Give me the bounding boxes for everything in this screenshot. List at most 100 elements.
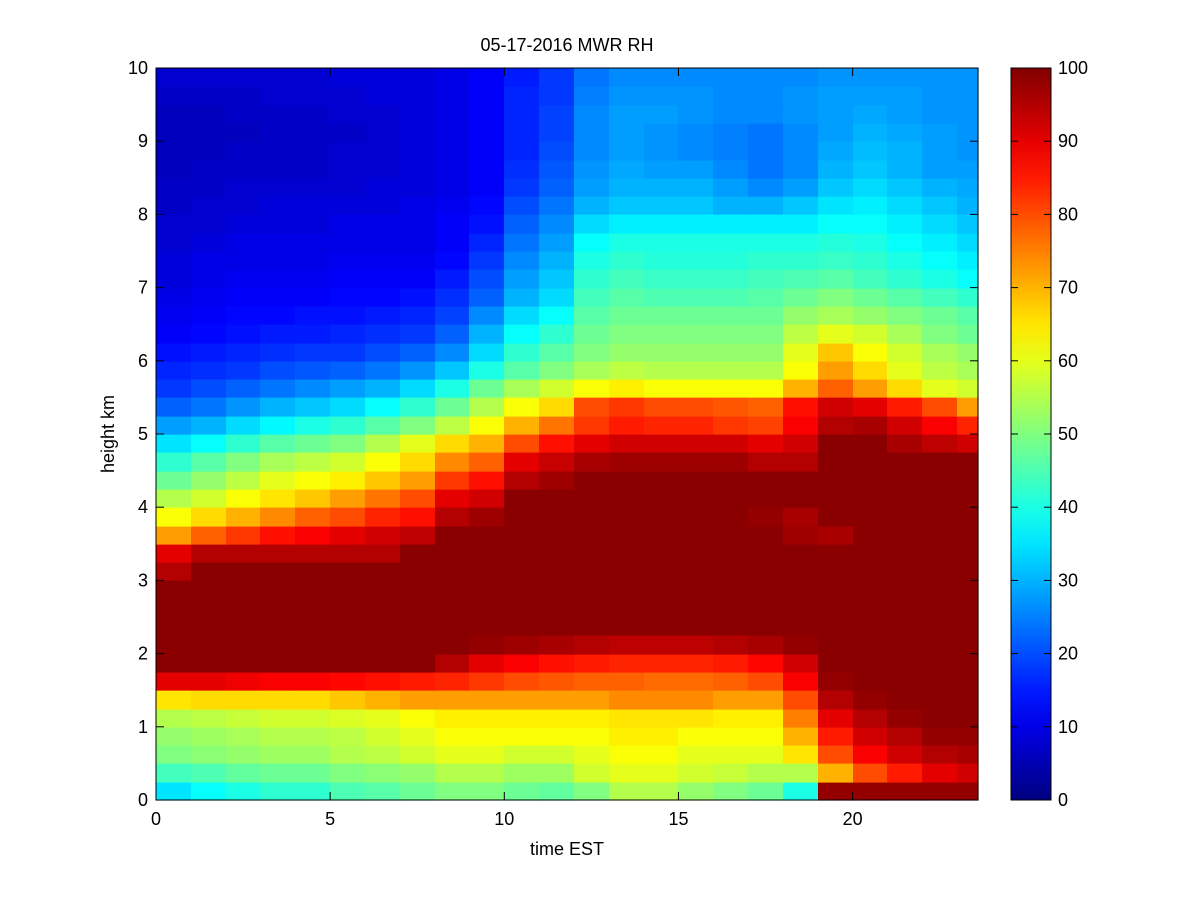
heatmap-cell — [400, 452, 436, 472]
heatmap-cell — [295, 654, 331, 673]
heatmap-cell — [574, 105, 610, 124]
heatmap-cell — [853, 452, 888, 472]
heatmap-cell — [783, 452, 819, 472]
heatmap-cell — [818, 160, 854, 179]
heatmap-cell — [853, 269, 888, 289]
heatmap-cell — [156, 635, 192, 655]
heatmap-cell — [469, 562, 505, 581]
heatmap-cell — [400, 672, 436, 691]
heatmap-cell — [295, 782, 331, 801]
heatmap-cell — [609, 709, 645, 728]
y-tick-label: 2 — [138, 644, 148, 664]
heatmap-cell — [922, 635, 958, 655]
heatmap-cell — [957, 343, 979, 362]
heatmap-cell — [365, 727, 401, 746]
heatmap-cell — [818, 233, 854, 252]
heatmap-cell — [678, 306, 714, 325]
heatmap-cell — [678, 709, 714, 728]
heatmap-cell — [678, 288, 714, 307]
heatmap-cell — [295, 141, 331, 161]
heatmap-cell — [295, 727, 331, 746]
heatmap-cell — [957, 654, 979, 673]
heatmap-cell — [644, 288, 679, 307]
heatmap-cell — [504, 397, 540, 417]
heatmap-cell — [783, 361, 819, 380]
heatmap-cell — [469, 745, 505, 764]
heatmap-cell — [504, 507, 540, 527]
heatmap-cell — [574, 745, 610, 764]
heatmap-cell — [922, 397, 958, 417]
heatmap-cell — [156, 196, 192, 215]
heatmap-cell — [574, 86, 610, 106]
heatmap-cell — [748, 141, 784, 161]
heatmap-cell — [226, 617, 261, 636]
heatmap-cell — [469, 178, 505, 197]
heatmap-cell — [853, 635, 888, 655]
heatmap-cell — [853, 288, 888, 307]
heatmap-cell — [609, 416, 645, 435]
heatmap-cell — [783, 214, 819, 234]
heatmap-cell — [435, 727, 470, 746]
heatmap-cell — [783, 507, 819, 527]
heatmap-cell — [922, 105, 958, 124]
heatmap-cell — [156, 160, 192, 179]
heatmap-cell — [609, 672, 645, 691]
heatmap-cell — [330, 690, 366, 710]
heatmap-cell — [226, 709, 261, 728]
heatmap-cell — [469, 397, 505, 417]
heatmap-cell — [191, 507, 227, 527]
heatmap-cell — [609, 233, 645, 252]
heatmap-cell — [609, 471, 645, 490]
heatmap-cell — [922, 471, 958, 490]
heatmap-cell — [957, 672, 979, 691]
heatmap-cell — [330, 214, 366, 234]
heatmap-cell — [469, 617, 505, 636]
heatmap-cell — [400, 507, 436, 527]
heatmap-cell — [435, 178, 470, 197]
heatmap-cell — [957, 397, 979, 417]
y-tick-label: 0 — [138, 790, 148, 810]
heatmap-cell — [783, 86, 819, 106]
heatmap-cell — [957, 196, 979, 215]
heatmap-cell — [156, 397, 192, 417]
heatmap-cell — [644, 580, 679, 600]
heatmap-cell — [226, 507, 261, 527]
heatmap-cell — [887, 123, 923, 142]
heatmap-cell — [539, 160, 575, 179]
heatmap-cell — [365, 709, 401, 728]
heatmap-cell — [678, 489, 714, 508]
heatmap-cell — [469, 288, 505, 307]
heatmap-cell — [853, 105, 888, 124]
colorbar-tick-label: 10 — [1058, 717, 1078, 737]
heatmap-cell — [574, 196, 610, 215]
heatmap-cell — [957, 361, 979, 380]
heatmap-cell — [783, 782, 819, 801]
heatmap-cell — [295, 580, 331, 600]
heatmap-cell — [818, 288, 854, 307]
heatmap-cell — [783, 562, 819, 581]
heatmap-cell — [609, 123, 645, 142]
heatmap-cell — [365, 251, 401, 270]
heatmap-cell — [748, 68, 784, 87]
heatmap-cell — [574, 617, 610, 636]
heatmap-cell — [504, 178, 540, 197]
heatmap-cell — [644, 526, 679, 545]
heatmap-cell — [435, 343, 470, 362]
heatmap-cell — [191, 599, 227, 618]
heatmap-cell — [226, 782, 261, 801]
heatmap-cell — [887, 434, 923, 453]
heatmap-cell — [887, 544, 923, 563]
heatmap-cell — [226, 269, 261, 289]
y-tick-label: 7 — [138, 278, 148, 298]
heatmap-cell — [365, 471, 401, 490]
heatmap-cell — [469, 68, 505, 87]
heatmap-cell — [818, 544, 854, 563]
heatmap-cell — [191, 782, 227, 801]
heatmap-cell — [957, 160, 979, 179]
heatmap-cell — [678, 562, 714, 581]
heatmap-cell — [330, 635, 366, 655]
heatmap-cell — [574, 709, 610, 728]
heatmap-cell — [853, 690, 888, 710]
heatmap-cell — [678, 361, 714, 380]
heatmap-cell — [260, 178, 296, 197]
